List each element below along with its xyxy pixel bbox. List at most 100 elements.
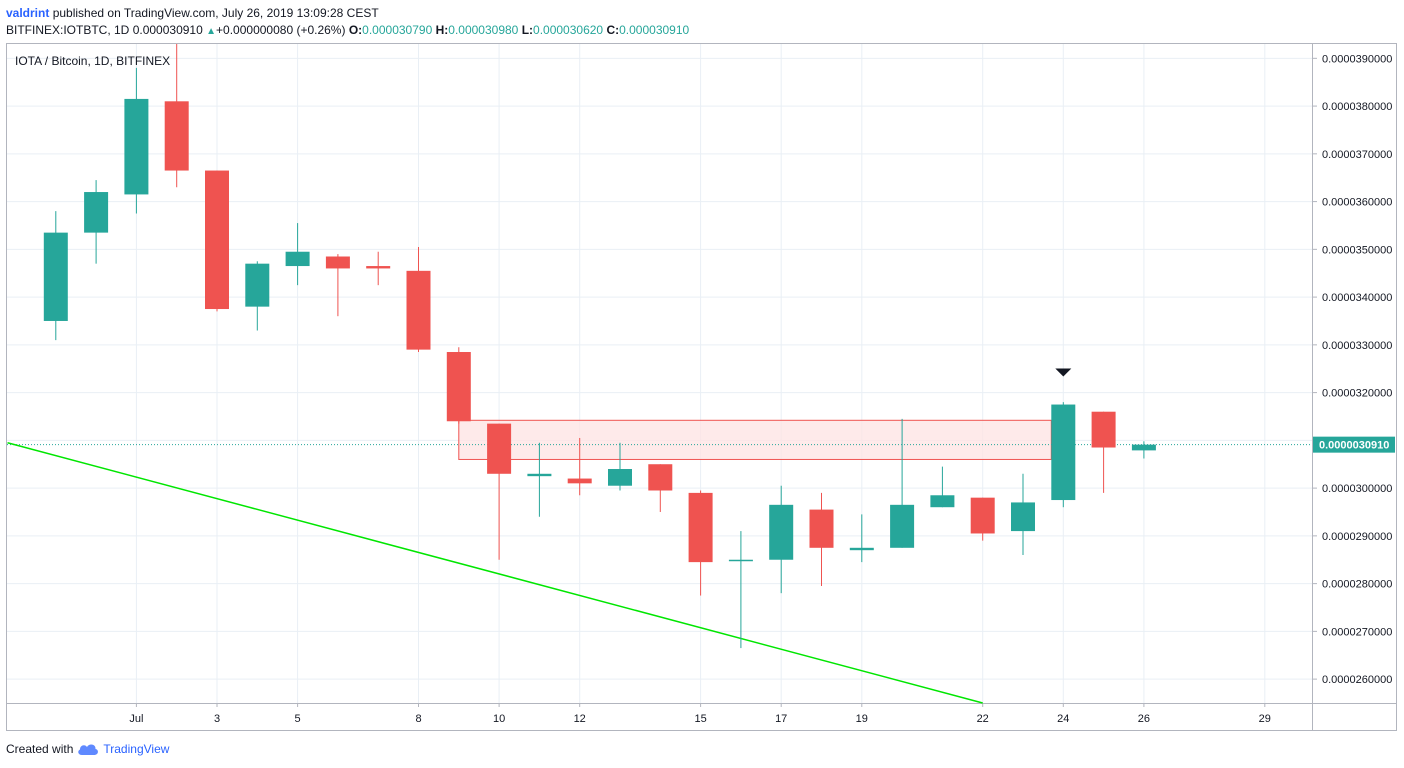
x-tick-label: 17 [775,713,787,725]
candlestick-chart[interactable]: 0.0000260000 0.0000270000 0.0000280000 0.00… [7,44,1396,730]
candle [43,211,68,341]
x-tick-label: 8 [415,713,421,725]
x-tick-label: 3 [214,713,220,725]
candle-body [164,101,189,171]
author-link[interactable]: valdrint [6,6,50,20]
tradingview-link[interactable]: TradingView [103,742,170,756]
up-arrow-icon: ▲ [206,26,217,37]
footer: Created with TradingView [6,742,169,756]
candle-body [890,504,915,548]
chart-title: IOTA / Bitcoin, 1D, BITFINEX [15,54,170,68]
y-tick-label: 0.0000280000 [1322,579,1392,591]
candle [1091,411,1116,493]
candle-body [1131,444,1156,451]
candle [890,418,915,548]
candle-body [728,559,753,562]
candle [688,490,713,596]
high-label: H: [435,23,449,37]
candle-body [1011,502,1035,532]
symbol-label: BITFINEX:IOTBTC, 1D [6,23,130,37]
candle [769,485,794,594]
candle-body [446,352,471,422]
candle [245,261,270,331]
down-triangle-marker-icon [1055,368,1072,377]
published-text: published on TradingView.com, July 26, 2… [52,6,379,20]
candle-body [567,478,592,484]
candle-body [930,495,955,508]
x-tick-label: 12 [574,713,586,725]
y-tick-label: 0.0000290000 [1322,531,1392,543]
candle [1011,473,1035,555]
candle-body [1091,411,1116,448]
candle [124,67,149,214]
y-tick-label: 0.0000320000 [1322,388,1392,400]
candle-body [769,504,794,560]
created-with-text: Created with [6,742,74,756]
candle-body [325,256,350,269]
candle-body [245,263,270,307]
candle [366,251,391,286]
x-tick-label: 22 [977,713,989,725]
candle [406,246,431,353]
y-tick-label: 0.0000360000 [1322,197,1392,209]
price-value: 0.000030910 [132,23,203,37]
candle [648,464,673,512]
close-value: 0.000030910 [619,23,690,37]
low-label: L: [521,23,534,37]
y-tick-label: 0.0000370000 [1322,149,1392,161]
candle-body [285,251,310,267]
candle-body [205,170,229,310]
candle [809,492,834,587]
y-tick-label: 0.0000300000 [1322,483,1392,495]
candle [325,254,350,317]
candle-body [849,547,874,551]
candle-body [688,492,713,563]
candle [527,442,552,517]
last-price-label: 0.0000030910 [1313,436,1395,453]
candle-body [124,98,149,195]
candle [487,423,512,560]
high-value: 0.000030980 [448,23,519,37]
x-tick-label: 10 [493,713,505,725]
candle [728,531,753,649]
open-value: 0.000030790 [362,23,433,37]
candle-body [648,464,673,491]
chart-frame[interactable]: 0.0000260000 0.0000270000 0.0000280000 0.00… [6,43,1397,731]
y-tick-label: 0.0000330000 [1322,340,1392,352]
x-tick-label: Jul [129,713,143,725]
candle-body [527,473,552,477]
candle [84,180,109,264]
low-value: 0.000030620 [533,23,604,37]
tradingview-cloud-icon [78,744,99,755]
candle [608,442,632,491]
candle-body [809,509,834,548]
candle [1051,402,1076,508]
candle [970,497,995,541]
candle [849,514,874,563]
ohlc-bar: BITFINEX:IOTBTC, 1D 0.000030910 ▲+0.0000… [6,23,689,37]
publish-info: valdrint published on TradingView.com, J… [6,6,379,20]
x-tick-label: 24 [1057,713,1069,725]
open-label: O: [348,23,363,37]
last-price-label-text: 0.0000030910 [1319,440,1389,452]
candle [930,466,955,508]
resistance-zone [458,419,1052,460]
candle-body [970,497,995,534]
candle-body [366,266,391,269]
y-tick-label: 0.0000340000 [1322,292,1392,304]
candle-body [43,232,68,321]
x-tick-label: 15 [694,713,706,725]
candle [205,170,229,312]
candle [164,44,189,188]
y-tick-label: 0.0000390000 [1322,53,1392,65]
candle-body [84,192,109,233]
y-tick-label: 0.0000380000 [1322,101,1392,113]
candle [285,223,310,286]
y-tick-label: 0.0000260000 [1322,674,1392,686]
y-tick-label: 0.0000350000 [1322,244,1392,256]
y-tick-label: 0.0000270000 [1322,626,1392,638]
x-tick-label: 29 [1259,713,1271,725]
x-tick-label: 5 [295,713,301,725]
candle-body [608,469,632,486]
candle [567,437,592,496]
